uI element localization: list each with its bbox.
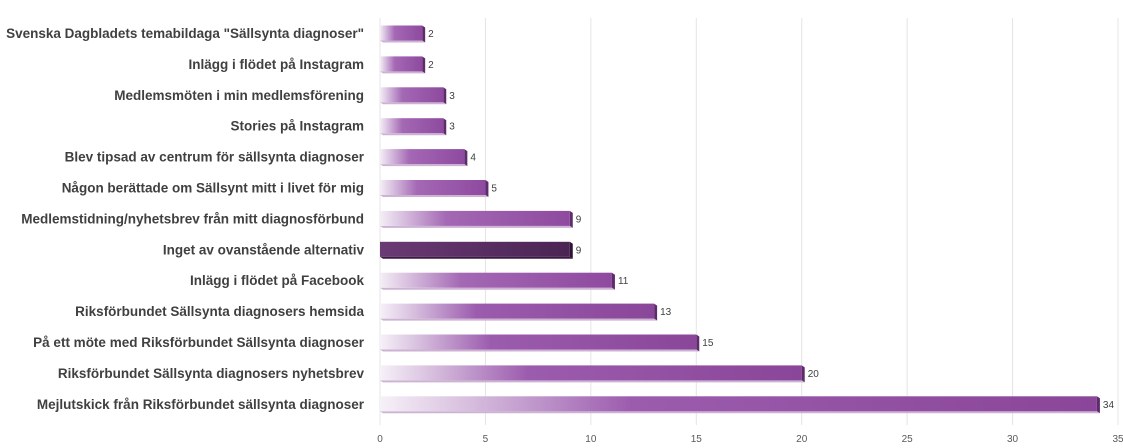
- data-label: 15: [702, 338, 714, 349]
- x-tick-label: 5: [483, 434, 489, 445]
- bars: [380, 25, 1100, 414]
- bar: [380, 396, 1097, 412]
- category-label: Svenska Dagbladets temabildaga "Sällsynt…: [6, 26, 364, 41]
- category-label: Inlägg i flödet på Facebook: [190, 273, 365, 288]
- category-label: Riksförbundet Sällsynta diagnosers nyhet…: [58, 366, 365, 381]
- bar-bottom: [380, 195, 489, 197]
- category-label: Stories på Instagram: [230, 119, 364, 134]
- bar-side: [569, 210, 573, 228]
- category-label: Inget av ovanstående alternativ: [163, 242, 365, 257]
- bar-side: [422, 25, 426, 43]
- bar-side: [443, 87, 447, 105]
- bar: [380, 149, 465, 165]
- bar-bottom: [380, 287, 615, 290]
- data-label: 34: [1103, 400, 1115, 411]
- bar-side: [464, 149, 468, 167]
- bar: [380, 210, 570, 226]
- bar: [380, 180, 486, 195]
- bar: [380, 334, 697, 350]
- data-label: 9: [576, 214, 582, 225]
- data-label: 4: [470, 153, 476, 164]
- category-label: Medlemsmöten i min medlemsförening: [114, 88, 364, 103]
- bar-group: [380, 118, 447, 136]
- category-label: Riksförbundet Sällsynta diagnosers hemsi…: [75, 304, 364, 319]
- bar-group: [380, 25, 426, 43]
- x-tick-label: 30: [1007, 434, 1019, 445]
- data-label: 13: [660, 307, 672, 318]
- bar-side: [569, 241, 573, 259]
- data-label: 5: [491, 184, 497, 195]
- category-label: Mejlutskick från Riksförbundet sällsynta…: [37, 397, 365, 412]
- bar-bottom: [380, 102, 447, 105]
- x-tick-label: 20: [796, 434, 808, 445]
- category-label: Medlemstidning/nyhetsbrev från mitt diag…: [21, 211, 364, 226]
- bar-bottom: [380, 225, 573, 228]
- bar-side: [696, 334, 700, 352]
- category-label: Blev tipsad av centrum för sällsynta dia…: [65, 150, 365, 165]
- data-label: 9: [576, 245, 582, 256]
- category-label: På ett möte med Riksförbundet Sällsynta …: [33, 335, 365, 350]
- bar: [380, 87, 444, 103]
- bar-bottom: [380, 349, 700, 352]
- bar-bottom: [380, 40, 426, 43]
- data-label: 2: [428, 29, 434, 40]
- data-label: 3: [449, 91, 455, 102]
- bar-side: [654, 303, 658, 321]
- bar: [380, 303, 655, 319]
- bar-group: [380, 272, 615, 290]
- category-label: Någon berättade om Sällsynt mitt i livet…: [62, 181, 364, 196]
- bar-group: [380, 87, 447, 105]
- bar: [380, 118, 444, 134]
- bar-group: [380, 334, 700, 352]
- bar-group: [380, 210, 573, 228]
- data-label: 11: [618, 276, 629, 287]
- bar-bottom: [380, 380, 805, 383]
- bar-bottom: [380, 318, 658, 321]
- bar-group: [380, 396, 1100, 414]
- x-axis-ticks: 0 5 10 15 20 25 30 35: [377, 434, 1123, 445]
- bar: [380, 272, 612, 288]
- bar-side: [485, 180, 489, 197]
- data-label: 20: [808, 369, 820, 380]
- bar-group: [380, 303, 658, 321]
- bar-group: [380, 365, 805, 383]
- bar-group: [380, 149, 468, 167]
- data-label: 2: [428, 60, 434, 71]
- bar-bottom: [380, 411, 1100, 414]
- bar-bottom: [380, 133, 447, 136]
- category-labels: 2 Svenska Dagbladets temabildaga "Sällsyn…: [6, 26, 1114, 412]
- bar: [380, 365, 802, 381]
- bar-bottom: [380, 164, 468, 167]
- bar-group: [380, 241, 573, 259]
- x-tick-label: 25: [902, 434, 914, 445]
- bar-bottom: [380, 71, 426, 74]
- x-tick-label: 10: [585, 434, 597, 445]
- bar-side: [422, 56, 426, 74]
- bar-group: [380, 56, 426, 74]
- x-tick-label: 15: [691, 434, 703, 445]
- category-label: Inlägg i flödet på Instagram: [188, 57, 364, 72]
- bar-side: [801, 365, 805, 383]
- bar-side: [611, 272, 615, 290]
- bar-bottom: [380, 256, 573, 259]
- bar-side: [1096, 396, 1100, 414]
- bar: [380, 241, 570, 257]
- data-label: 3: [449, 122, 455, 133]
- bar: [380, 56, 423, 72]
- bar-side: [443, 118, 447, 136]
- bar-group: [380, 180, 489, 197]
- x-tick-label: 35: [1112, 434, 1123, 445]
- bar: [380, 25, 423, 41]
- x-tick-label: 0: [377, 434, 383, 445]
- grid-lines: [379, 18, 1119, 425]
